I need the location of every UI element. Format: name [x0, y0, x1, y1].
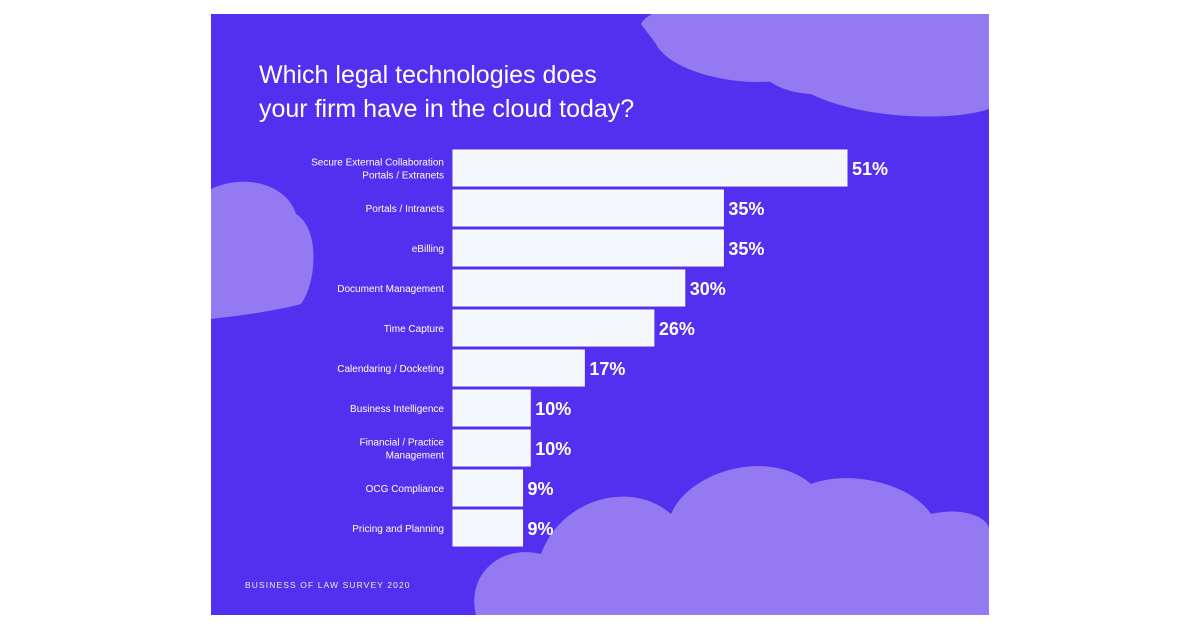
- cloud-bottom-right-front: [639, 498, 989, 615]
- bar-value-label-3: 35%: [728, 239, 764, 259]
- category-label-7: Business Intelligence: [350, 404, 444, 415]
- cloud-left: [211, 181, 314, 319]
- bar-chart: 51% Secure External Collaboration Portals …: [311, 149, 888, 547]
- chart-title-line-2: your firm have in the cloud today?: [259, 95, 635, 123]
- bar-8: [452, 429, 531, 467]
- category-label-8: Financial / Practice Management: [360, 438, 445, 462]
- bar-value-label-10: 9%: [528, 519, 554, 539]
- cloud-decoration: [211, 14, 989, 615]
- bar-3: [452, 229, 724, 267]
- category-label-3: eBilling: [412, 244, 444, 255]
- bar-5: [452, 309, 655, 347]
- bar-1: [452, 149, 848, 187]
- category-label-10: Pricing and Planning: [352, 524, 444, 535]
- survey-footer: BUSINESS OF LAW SURVEY 2020: [245, 580, 411, 590]
- bar-value-label-1: 51%: [852, 159, 888, 179]
- category-label-1: Secure External Collaboration Portals / E…: [311, 158, 444, 182]
- bar-value-label-7: 10%: [535, 399, 571, 419]
- bar-10: [452, 509, 524, 547]
- bar-value-label-6: 17%: [589, 359, 625, 379]
- cloud-top-right-front: [753, 14, 989, 117]
- bar-7: [452, 389, 531, 427]
- category-label-5: Time Capture: [384, 324, 445, 335]
- bar-4: [452, 269, 686, 307]
- bar-9: [452, 469, 524, 507]
- bar-value-label-5: 26%: [659, 319, 695, 339]
- bar-2: [452, 189, 724, 227]
- chart-card: Which legal technologies does your firm …: [211, 14, 989, 615]
- chart-title-line-1: Which legal technologies does: [259, 61, 597, 89]
- category-label-6: Calendaring / Docketing: [337, 364, 444, 375]
- category-label-9: OCG Compliance: [366, 484, 445, 495]
- bar-value-label-9: 9%: [528, 479, 554, 499]
- category-label-2: Portals / Intranets: [366, 204, 444, 215]
- bar-value-label-4: 30%: [690, 279, 726, 299]
- bar-value-label-8: 10%: [535, 439, 571, 459]
- chart-title: Which legal technologies does your firm …: [259, 58, 634, 126]
- category-label-4: Document Management: [337, 284, 444, 295]
- bar-6: [452, 349, 585, 387]
- bar-value-label-2: 35%: [728, 199, 764, 219]
